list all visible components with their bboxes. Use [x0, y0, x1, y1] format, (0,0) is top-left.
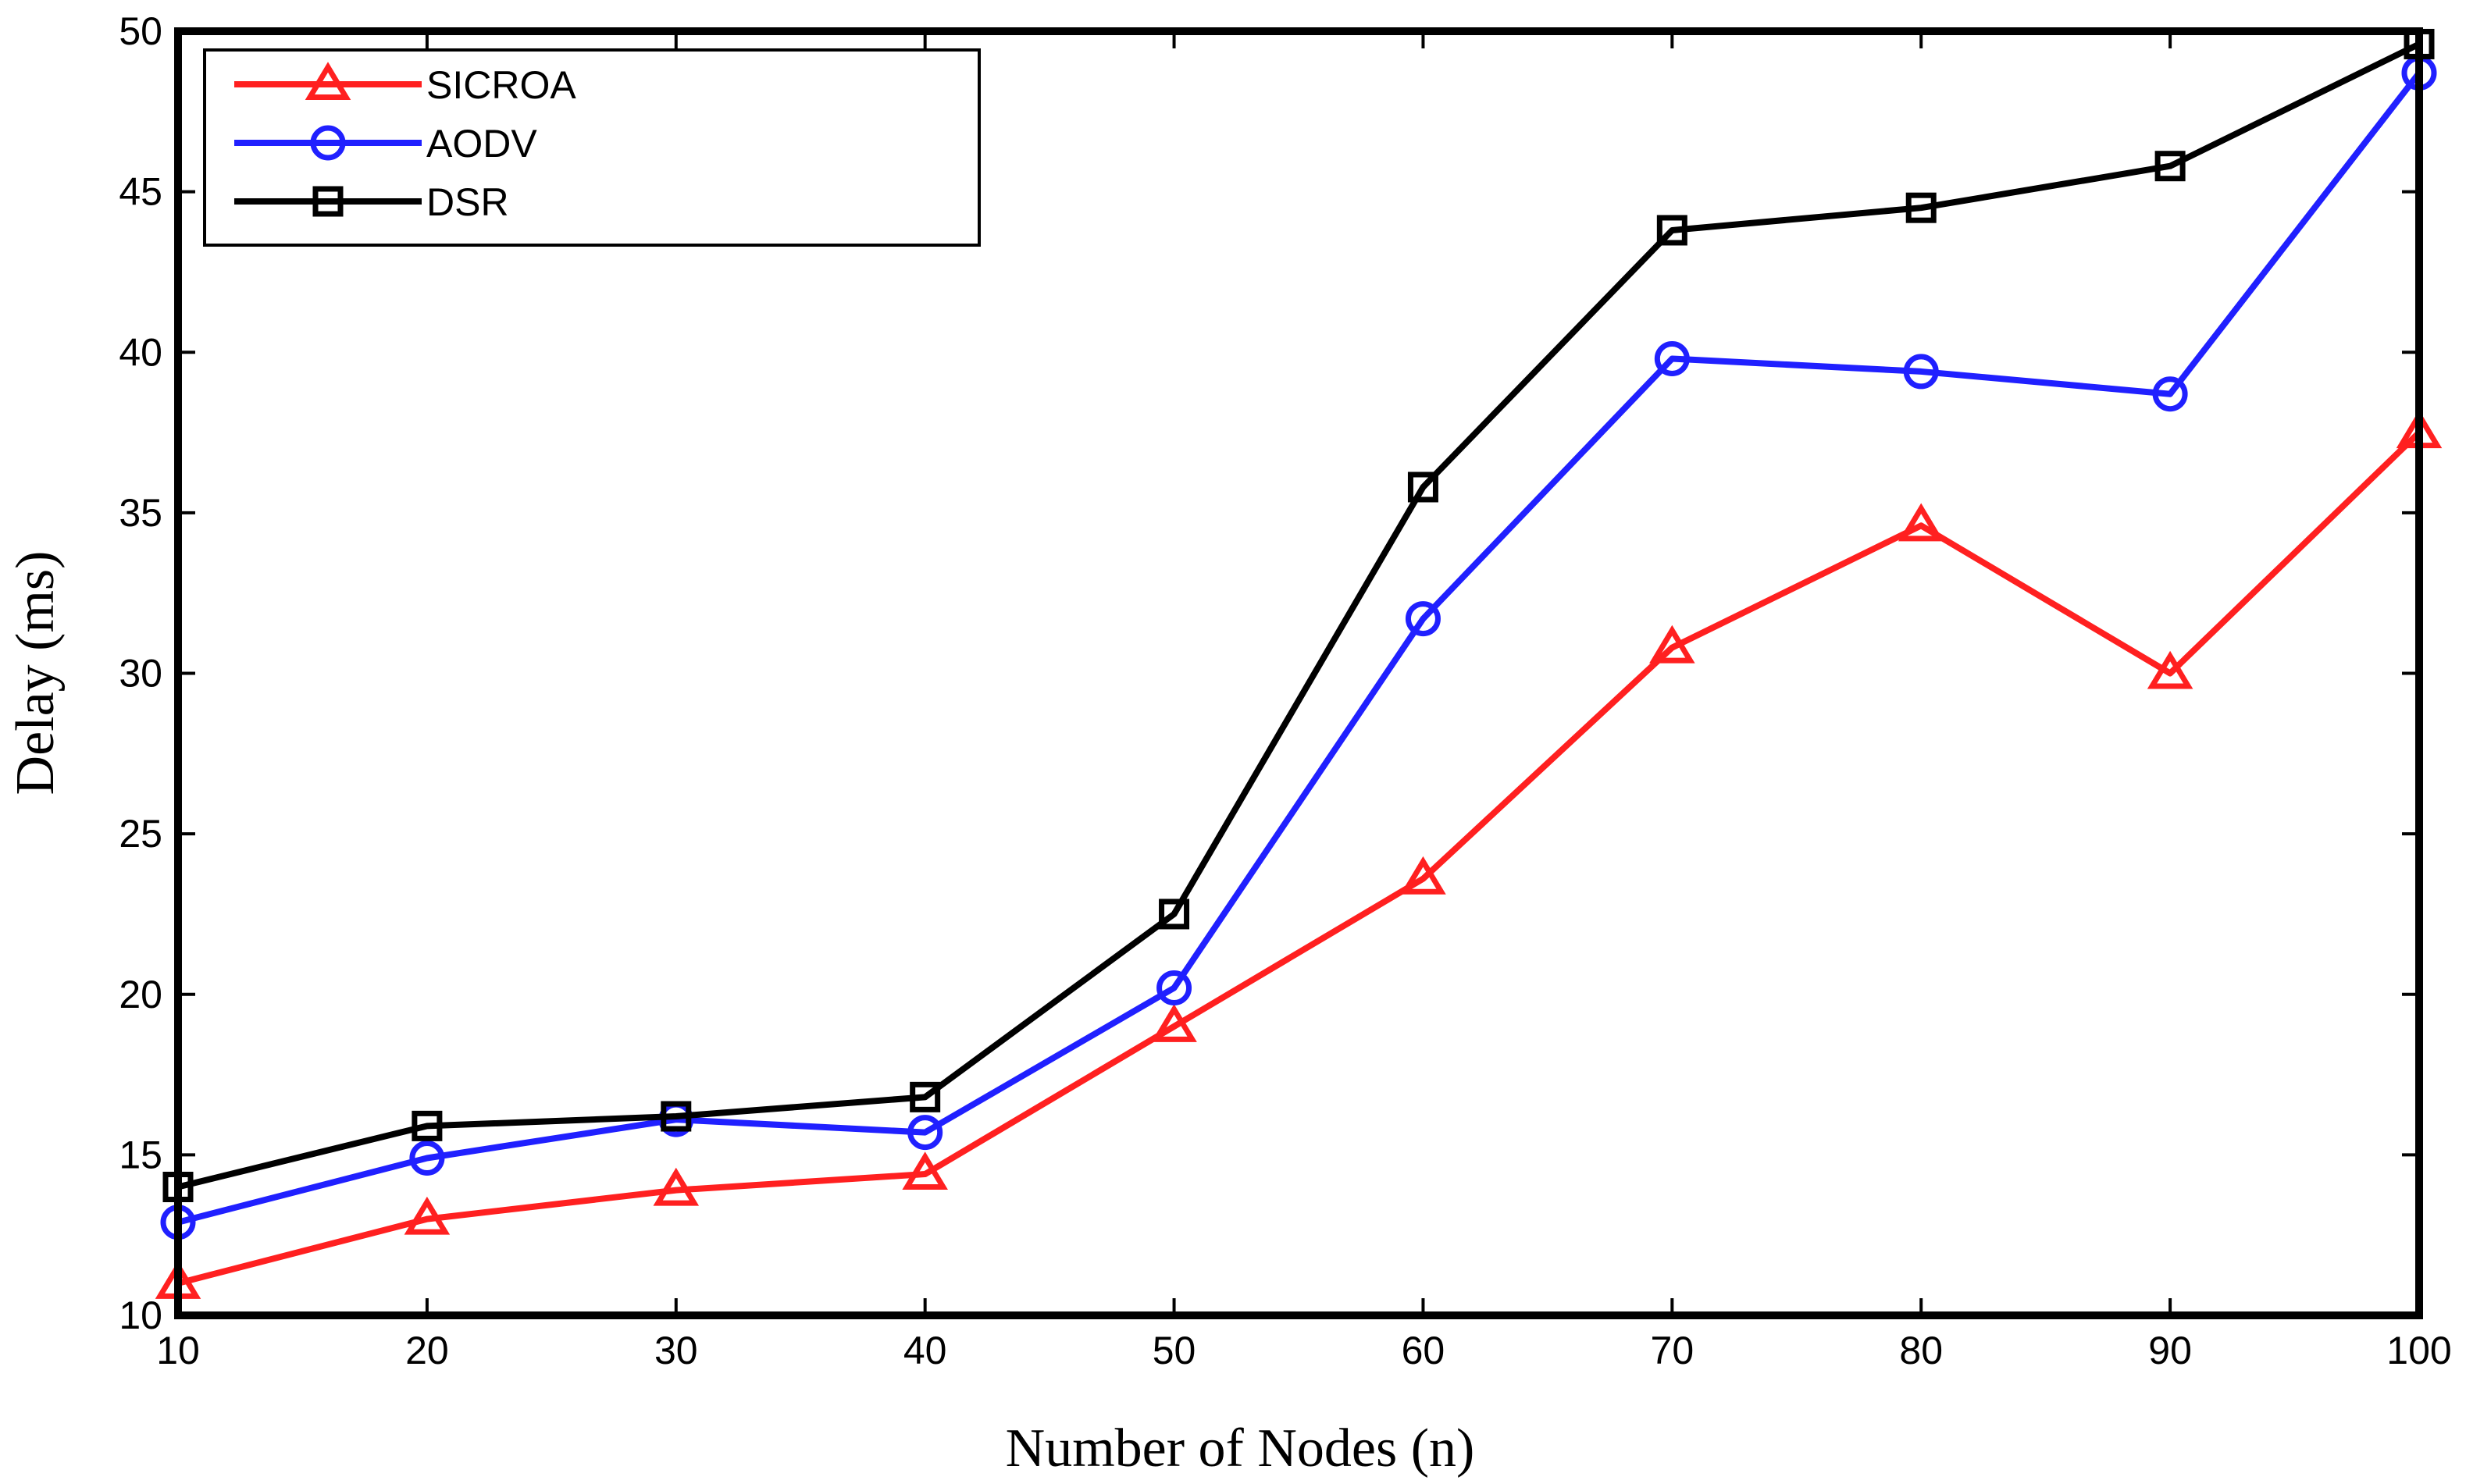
data-point-dsr-50	[1159, 899, 1190, 930]
data-point-dsr-30	[661, 1101, 692, 1132]
y-tick-label: 45	[119, 170, 162, 214]
x-tick-label: 80	[1899, 1329, 1943, 1372]
y-tick-label: 30	[119, 652, 162, 696]
legend: SICROA AODV DSR	[203, 48, 981, 247]
data-point-dsr-60	[1407, 472, 1438, 503]
y-tick-label: 20	[119, 973, 162, 1016]
x-axis-title: Number of Nodes (n)	[1006, 1418, 1475, 1479]
legend-marker-dsr	[312, 186, 344, 217]
legend-marker-sicroa	[305, 62, 351, 100]
y-tick-label: 25	[119, 812, 162, 856]
data-point-aodv-80	[1903, 354, 1939, 390]
data-point-sicroa-80	[1898, 503, 1944, 542]
plot-layer	[155, 28, 2443, 1299]
series-line-sicroa	[177, 430, 2421, 1286]
series-sicroa	[155, 410, 2443, 1299]
x-tick-label: 10	[156, 1329, 200, 1372]
data-point-sicroa-60	[1400, 856, 1446, 895]
data-point-sicroa-70	[1649, 625, 1695, 664]
series-line-dsr	[177, 41, 2421, 1190]
legend-marker-aodv	[310, 125, 346, 161]
x-tick-label: 20	[405, 1329, 449, 1372]
legend-label-dsr: DSR	[426, 180, 509, 224]
legend-items: SICROA AODV DSR	[234, 62, 576, 224]
data-point-dsr-40	[910, 1081, 941, 1112]
legend-label-sicroa: SICROA	[426, 63, 576, 107]
data-point-dsr-70	[1656, 215, 1687, 246]
x-tick-label: 60	[1402, 1329, 1445, 1372]
series-dsr	[162, 28, 2435, 1202]
data-point-sicroa-30	[653, 1167, 700, 1206]
y-tick-label: 15	[119, 1133, 162, 1176]
data-point-aodv-50	[1156, 970, 1192, 1006]
tick-layer: 10 20 30 40 50 60 70 80 90 100 10 15 20 25 30 35 40 45 50	[119, 9, 2451, 1372]
series-line-aodv	[177, 71, 2422, 1226]
x-tick-label: 50	[1153, 1329, 1196, 1372]
y-tick-label: 50	[119, 9, 162, 53]
data-point-sicroa-40	[902, 1151, 948, 1190]
data-point-dsr-80	[1905, 192, 1937, 223]
data-point-dsr-20	[412, 1110, 443, 1141]
data-point-dsr-90	[2154, 151, 2186, 182]
data-point-aodv-60	[1405, 601, 1441, 637]
y-tick-label: 10	[119, 1294, 162, 1337]
y-tick-label: 40	[119, 330, 162, 374]
data-point-sicroa-20	[404, 1196, 451, 1235]
y-tick-label: 35	[119, 491, 162, 535]
data-point-aodv-40	[907, 1115, 943, 1151]
x-tick-label: 30	[654, 1329, 698, 1372]
x-tick-label: 90	[2148, 1329, 2192, 1372]
x-tick-label: 40	[903, 1329, 947, 1372]
x-tick-label: 100	[2386, 1329, 2451, 1372]
data-point-aodv-90	[2152, 376, 2188, 412]
y-axis-title: Delay (ms)	[5, 551, 66, 795]
data-point-aodv-20	[409, 1140, 445, 1176]
data-point-sicroa-50	[1151, 1004, 1197, 1042]
legend-label-aodv: AODV	[426, 122, 537, 165]
series-aodv	[160, 55, 2437, 1240]
legend-item-dsr: DSR	[234, 180, 509, 224]
data-point-sicroa-90	[2147, 650, 2193, 689]
data-point-aodv-70	[1654, 340, 1690, 376]
legend-item-sicroa: SICROA	[234, 62, 576, 107]
x-tick-label: 70	[1651, 1329, 1694, 1372]
legend-item-aodv: AODV	[234, 122, 537, 165]
